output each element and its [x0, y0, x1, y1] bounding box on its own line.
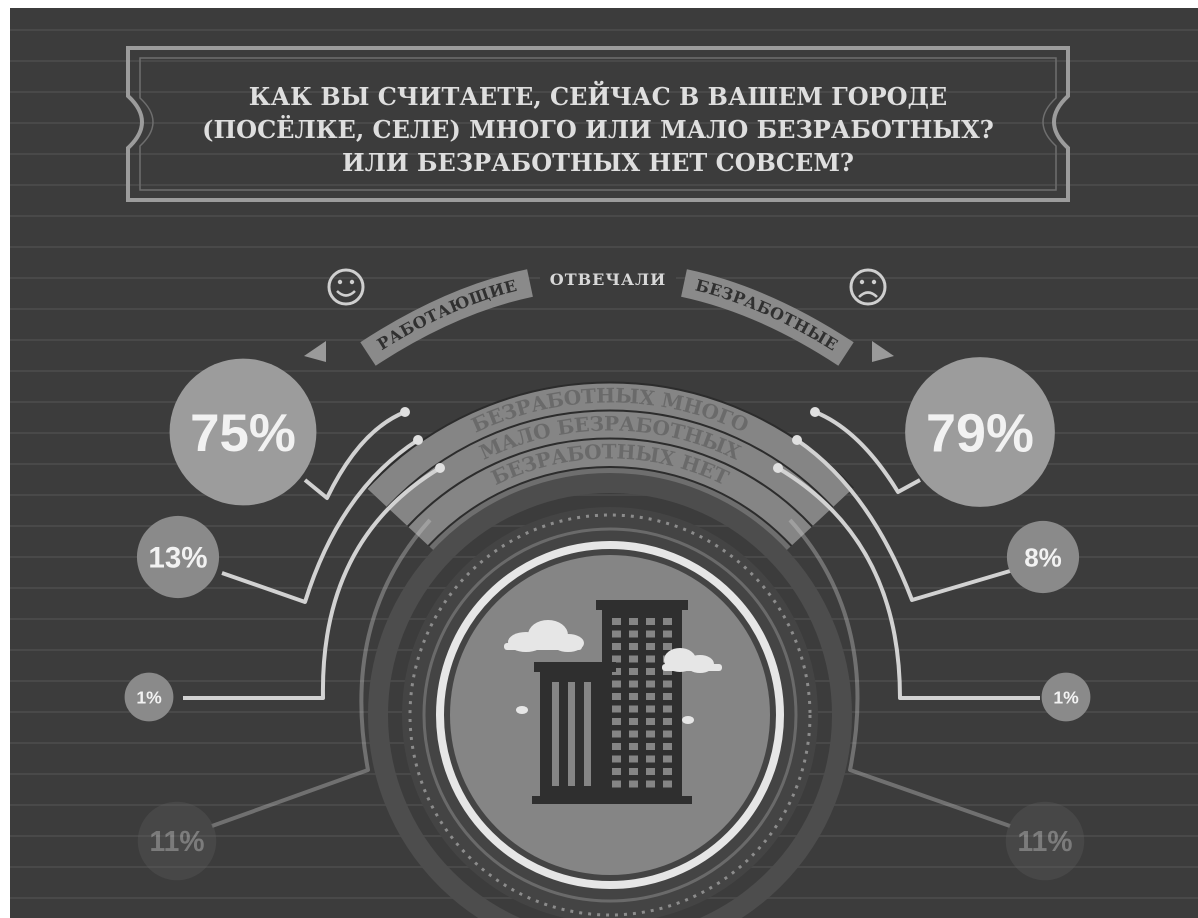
ribbon-0 [367, 383, 853, 508]
left-bubble-2: 1% [124, 672, 174, 722]
left-triangle-marker [304, 341, 326, 362]
right-connector-1 [795, 438, 1011, 602]
right-connector-0 [814, 410, 921, 494]
smiley-face-icon [327, 268, 365, 306]
right-bubble-1: 8% [1006, 520, 1080, 594]
ribbon-2 [408, 439, 812, 546]
right-bubble-label-3: 11% [1018, 825, 1073, 857]
connector-dot [400, 407, 410, 417]
connector-dot [773, 463, 783, 473]
question-banner: КАК ВЫ СЧИТАЕТЕ, СЕЙЧАС В ВАШЕМ ГОРОДЕ (… [126, 46, 1070, 202]
connector-dot [792, 435, 802, 445]
right-bubble-label-2: 1% [1053, 687, 1079, 707]
header-middle: ОТВЕЧАЛИ [550, 270, 666, 289]
connector-dot [810, 407, 820, 417]
ribbon-1 [388, 411, 832, 527]
right-bubble-3: 11% [1005, 801, 1085, 881]
left-connector-3 [211, 518, 432, 828]
left-bubble-0: 75% [169, 358, 317, 506]
left-bubble-1: 13% [136, 515, 220, 599]
right-connector-2 [776, 466, 1040, 700]
city-buildings-icon [504, 600, 722, 804]
city-emblem [368, 473, 852, 918]
question-line-3: ИЛИ БЕЗРАБОТНЫХ НЕТ СОВСЕМ? [342, 148, 854, 177]
left-bubble-label-3: 11% [150, 825, 205, 857]
right-bubble-label-0: 79% [926, 403, 1034, 463]
left-connector-0 [303, 410, 406, 500]
right-triangle-marker [872, 341, 894, 362]
sad-face-icon [849, 268, 887, 306]
left-bubble-3: 11% [137, 801, 217, 881]
question-line-2: (ПОСЁЛКЕ, СЕЛЕ) МНОГО ИЛИ МАЛО БЕЗРАБОТН… [202, 115, 994, 144]
left-connector-2 [183, 466, 442, 700]
left-bubble-label-2: 1% [136, 687, 162, 707]
right-bubble-0: 79% [905, 357, 1055, 507]
right-bubble-2: 1% [1041, 672, 1091, 722]
left-connector-1 [221, 438, 420, 604]
right-connector-3 [788, 518, 1011, 828]
right-bubble-label-1: 8% [1024, 542, 1062, 572]
left-bubble-label-0: 75% [190, 404, 296, 463]
connector-dot [413, 435, 423, 445]
connector-lines [183, 407, 1040, 828]
question-line-1: КАК ВЫ СЧИТАЕТЕ, СЕЙЧАС В ВАШЕМ ГОРОДЕ [249, 80, 947, 111]
left-bubble-label-1: 13% [148, 542, 207, 575]
connector-dot [435, 463, 445, 473]
percentage-bubbles: 75% 13% 1% 11% 79% 8% 1% 11% [124, 357, 1091, 881]
